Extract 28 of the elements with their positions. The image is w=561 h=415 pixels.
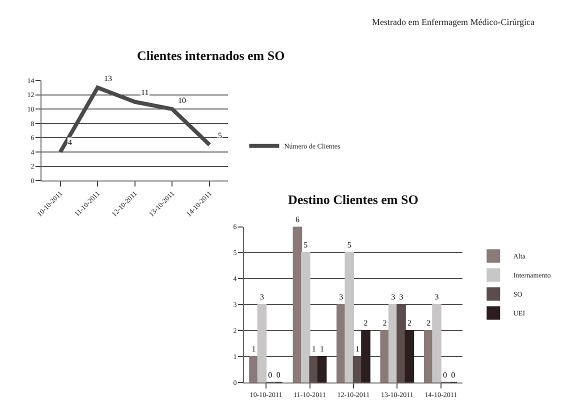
data-label: 1	[320, 344, 324, 354]
data-label: 3	[434, 292, 439, 302]
data-label: 3	[399, 292, 404, 302]
data-label: 3	[339, 292, 344, 302]
data-label: 2	[426, 318, 431, 328]
data-label: 5	[218, 131, 222, 140]
data-label: 2	[382, 318, 387, 328]
data-label: 11	[141, 88, 149, 97]
data-label: 5	[304, 240, 308, 250]
data-label: 0	[442, 370, 447, 380]
data-label: 6	[295, 214, 300, 224]
data-label: 3	[260, 292, 264, 302]
data-label: 0	[268, 370, 272, 380]
chart-title: Clientes internados em SO	[137, 48, 285, 63]
data-label: 2	[364, 318, 368, 328]
data-label: 1	[312, 344, 316, 354]
data-label: 1	[356, 344, 360, 354]
data-label: 5	[347, 240, 352, 250]
data-label: 13	[104, 74, 112, 83]
data-label: 2	[407, 318, 412, 328]
data-label: 3	[391, 292, 396, 302]
data-label: 1	[252, 344, 256, 354]
data-label: 0	[451, 370, 456, 380]
text: Mestrado em Enfermagem Médico-Cirúrgica	[372, 17, 535, 27]
data-label: 0	[276, 370, 280, 380]
chart-title: Destino Clientes em SO	[288, 192, 418, 207]
data-label: 4	[68, 138, 72, 147]
data-label: 10	[178, 96, 186, 105]
